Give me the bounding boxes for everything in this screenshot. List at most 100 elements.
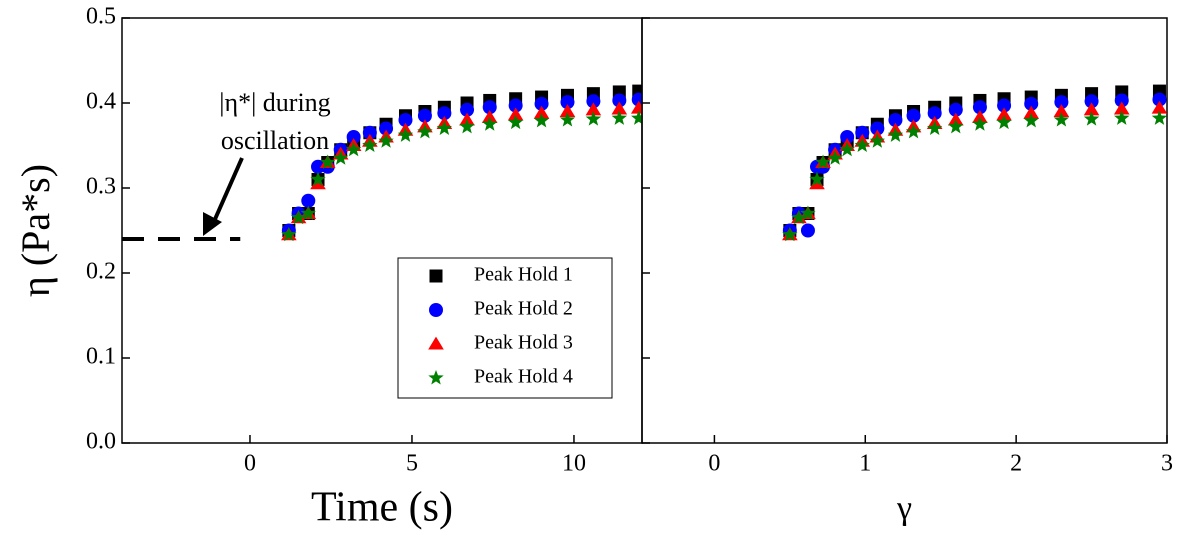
marker [611, 110, 627, 125]
x-axis-label: γ [896, 490, 912, 527]
marker [559, 104, 576, 118]
marker [1023, 105, 1040, 119]
marker [854, 137, 870, 153]
marker [927, 120, 943, 136]
marker [972, 116, 988, 131]
marker [1053, 104, 1070, 118]
marker [459, 118, 475, 134]
marker [534, 96, 549, 111]
marker [333, 150, 349, 165]
legend-marker [429, 303, 443, 317]
legend-marker [428, 336, 444, 350]
x-tick-label: 10 [562, 451, 586, 477]
marker [632, 84, 642, 98]
x-tick-label: 0 [708, 451, 720, 477]
marker [840, 130, 855, 144]
x-tick-label: 2 [1010, 451, 1022, 477]
marker [281, 226, 297, 242]
series-group [281, 84, 642, 242]
marker [888, 113, 903, 127]
marker [630, 100, 642, 114]
annotation-text: |η*| during [219, 88, 330, 117]
marker [809, 171, 825, 187]
marker [611, 101, 628, 115]
y-axis-label: η (Pa*s) [13, 164, 58, 297]
marker [362, 137, 378, 153]
marker [996, 114, 1012, 130]
marker [948, 118, 964, 134]
marker [870, 121, 885, 136]
marker [362, 125, 377, 140]
marker [1114, 93, 1129, 108]
marker [827, 150, 843, 165]
x-tick-label: 5 [406, 451, 418, 477]
series-group [782, 84, 1167, 242]
annotation-text: oscillation [221, 126, 329, 155]
marker [300, 205, 316, 221]
marker [559, 111, 576, 127]
x-axis-label: Time (s) [311, 485, 453, 531]
marker [612, 93, 627, 108]
marker [290, 209, 307, 225]
marker [417, 123, 433, 139]
marker [586, 94, 601, 109]
marker [997, 98, 1012, 113]
legend-marker [429, 269, 443, 283]
marker [507, 107, 524, 121]
legend-label: Peak Hold 2 [474, 298, 573, 320]
marker [507, 114, 524, 130]
marker [791, 209, 807, 225]
marker [905, 123, 922, 139]
marker [585, 102, 602, 116]
legend-label: Peak Hold 4 [474, 366, 573, 388]
marker [398, 113, 413, 127]
marker [948, 102, 963, 117]
marker [1152, 92, 1167, 107]
marker [379, 121, 394, 136]
y-tick-label: 0.0 [86, 429, 116, 455]
marker [436, 120, 453, 136]
marker [417, 108, 432, 123]
marker [533, 112, 550, 128]
marker [1114, 110, 1130, 125]
marker [815, 154, 831, 170]
y-tick-label: 0.3 [86, 174, 116, 200]
marker [378, 133, 394, 148]
y-tick-label: 0.1 [86, 344, 116, 370]
marker [397, 127, 414, 142]
x-tick-label: 3 [1161, 451, 1173, 477]
legend-label: Peak Hold 3 [474, 332, 573, 354]
legend-label: Peak Hold 1 [474, 264, 573, 286]
marker [301, 193, 316, 208]
marker [533, 105, 550, 119]
marker [800, 223, 815, 238]
x-tick-label: 0 [244, 451, 256, 477]
marker [1054, 95, 1069, 110]
x-tick-label: 1 [859, 451, 871, 477]
y-tick-label: 0.5 [86, 4, 116, 30]
marker [1151, 100, 1167, 114]
marker [437, 106, 452, 121]
marker [460, 102, 475, 117]
marker [320, 154, 336, 170]
marker [869, 133, 886, 148]
marker [782, 226, 798, 242]
marker [346, 130, 361, 144]
y-tick-label: 0.4 [86, 89, 116, 115]
marker [1083, 102, 1100, 116]
y-tick-label: 0.2 [86, 259, 116, 285]
legend-marker [428, 369, 444, 385]
marker [839, 141, 855, 157]
marker [996, 107, 1012, 121]
marker [482, 100, 497, 115]
marker [1053, 111, 1070, 127]
marker [345, 141, 362, 157]
marker [800, 205, 816, 221]
marker [310, 171, 326, 187]
marker [311, 159, 326, 174]
marker [560, 95, 575, 110]
marker [887, 127, 904, 142]
marker [1083, 111, 1100, 126]
marker [855, 125, 870, 140]
